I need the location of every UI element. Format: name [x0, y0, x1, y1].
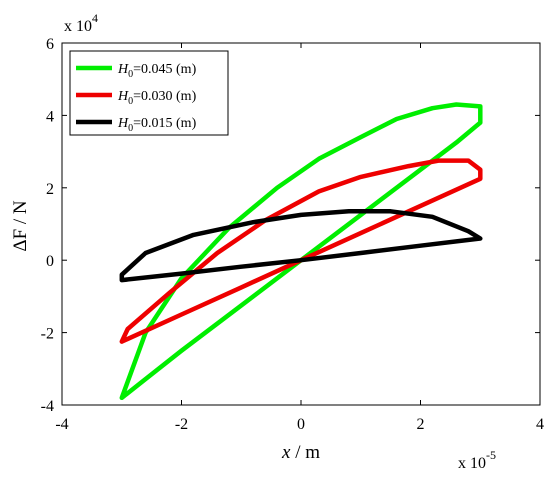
x-tick-label: 4 — [536, 416, 544, 433]
legend-label-2: H0=0.015 (m) — [117, 116, 197, 134]
legend: H0=0.045 (m) H0=0.030 (m) H0=0.015 (m) — [69, 50, 229, 136]
curves — [119, 102, 483, 401]
y-tick-label: 4 — [46, 108, 54, 125]
y-tick-label: -2 — [41, 326, 54, 343]
x-tick-label: -4 — [55, 416, 68, 433]
x-tick-label: -2 — [175, 416, 188, 433]
x-tick-label: 2 — [417, 416, 425, 433]
y-exponent-label: x 104 — [64, 11, 98, 35]
series-line-1 — [119, 158, 483, 344]
y-axis-label: ΔF / N — [10, 200, 31, 252]
ticks: -4 -2 0 2 4 -4 -2 0 2 4 6 — [41, 36, 544, 433]
x-exponent-label: x 10-5 — [458, 448, 496, 472]
legend-label-1: H0=0.030 (m) — [117, 89, 197, 107]
legend-items: H0=0.045 (m) H0=0.030 (m) H0=0.015 (m) — [76, 62, 197, 134]
legend-label-0: H0=0.045 (m) — [117, 62, 197, 80]
y-tick-label: 0 — [46, 253, 54, 270]
y-tick-label: 6 — [46, 36, 54, 53]
series-line-0 — [119, 102, 483, 401]
y-tick-label: 2 — [46, 181, 54, 198]
y-tick-label: -4 — [41, 398, 54, 415]
series-line-2 — [119, 209, 483, 283]
x-tick-label: 0 — [297, 416, 305, 433]
x-axis-label: x / m — [281, 442, 320, 463]
